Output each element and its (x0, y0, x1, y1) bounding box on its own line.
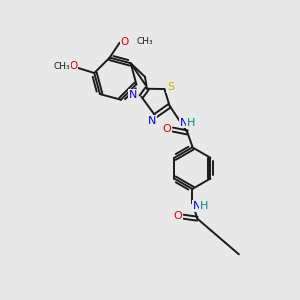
Text: CH₃: CH₃ (136, 37, 153, 46)
Text: S: S (167, 82, 174, 92)
Text: N: N (180, 118, 189, 128)
Text: N: N (193, 201, 202, 211)
Text: O: O (162, 124, 171, 134)
Text: CH₃: CH₃ (53, 61, 70, 70)
Text: O: O (120, 37, 129, 47)
Text: O: O (173, 211, 182, 221)
Text: H: H (187, 118, 196, 128)
Text: O: O (69, 61, 78, 71)
Text: N: N (148, 116, 157, 126)
Text: N: N (129, 90, 138, 100)
Text: H: H (200, 201, 208, 211)
